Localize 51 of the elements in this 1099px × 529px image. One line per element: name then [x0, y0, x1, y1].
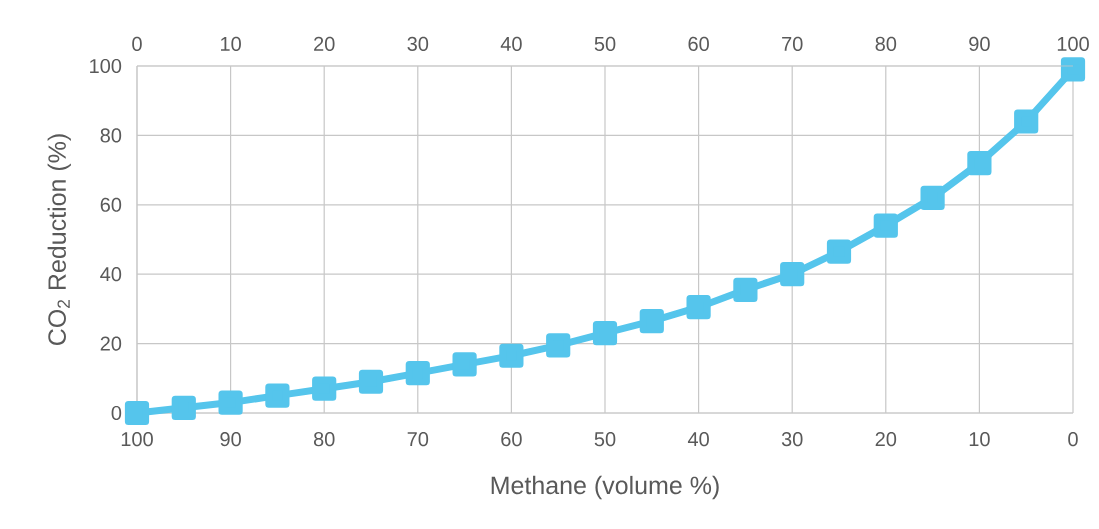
- point: [171, 395, 196, 420]
- point: [312, 376, 337, 401]
- point: [358, 369, 384, 394]
- y-tick-label: 80: [100, 128, 122, 143]
- point: [639, 308, 664, 334]
- point: [920, 185, 945, 210]
- point: [1014, 109, 1039, 134]
- x-tick-label: 0: [1068, 432, 1078, 447]
- point: [780, 262, 805, 287]
- y-tick-label: 100: [90, 58, 122, 74]
- point: [265, 383, 290, 408]
- y-axis-title: CO$_{2}$ Reduction (%): [47, 134, 71, 345]
- y-tick-label: 0: [111, 405, 122, 421]
- y-tick-label: 60: [100, 197, 122, 212]
- x-tick-label: 100: [121, 432, 153, 447]
- x2-tick-label: 30: [407, 36, 429, 51]
- x2-tick-label: 10: [221, 36, 241, 51]
- y-tick-label: 40: [100, 267, 122, 282]
- x-tick-label: 30: [781, 432, 803, 447]
- x2-tick-label: 60: [688, 36, 709, 51]
- x-tick-label: 60: [501, 432, 522, 447]
- point: [1060, 57, 1086, 82]
- point: [124, 400, 150, 426]
- point: [686, 295, 711, 320]
- point: [452, 352, 477, 377]
- x-tick-label: 80: [313, 432, 335, 447]
- x-tick-label: 40: [687, 432, 709, 447]
- point: [873, 213, 898, 238]
- point: [218, 390, 243, 415]
- x2-tick-label: 40: [500, 36, 522, 51]
- point: [967, 151, 992, 176]
- point: [546, 333, 571, 358]
- point: [733, 277, 758, 302]
- point: [592, 321, 618, 346]
- x-tick-label: 10: [969, 432, 990, 447]
- x-axis-title: Methane (volume %): [491, 475, 719, 500]
- point: [499, 343, 524, 368]
- point: [826, 239, 852, 264]
- x-tick-label: 50: [594, 432, 616, 447]
- point: [405, 360, 430, 386]
- x2-tick-label: 70: [782, 36, 803, 51]
- x-tick-label: 70: [407, 432, 429, 447]
- x2-tick-label: 80: [875, 36, 897, 51]
- x-tick-label: 20: [875, 432, 897, 447]
- x2-tick-label: 50: [594, 36, 616, 51]
- x2-tick-label: 0: [132, 36, 142, 51]
- x2-tick-label: 90: [969, 36, 990, 51]
- x2-tick-label: 100: [1057, 36, 1089, 51]
- y-tick-label: 20: [100, 336, 122, 351]
- x2-tick-label: 20: [314, 36, 335, 51]
- x-tick-label: 90: [220, 432, 241, 447]
